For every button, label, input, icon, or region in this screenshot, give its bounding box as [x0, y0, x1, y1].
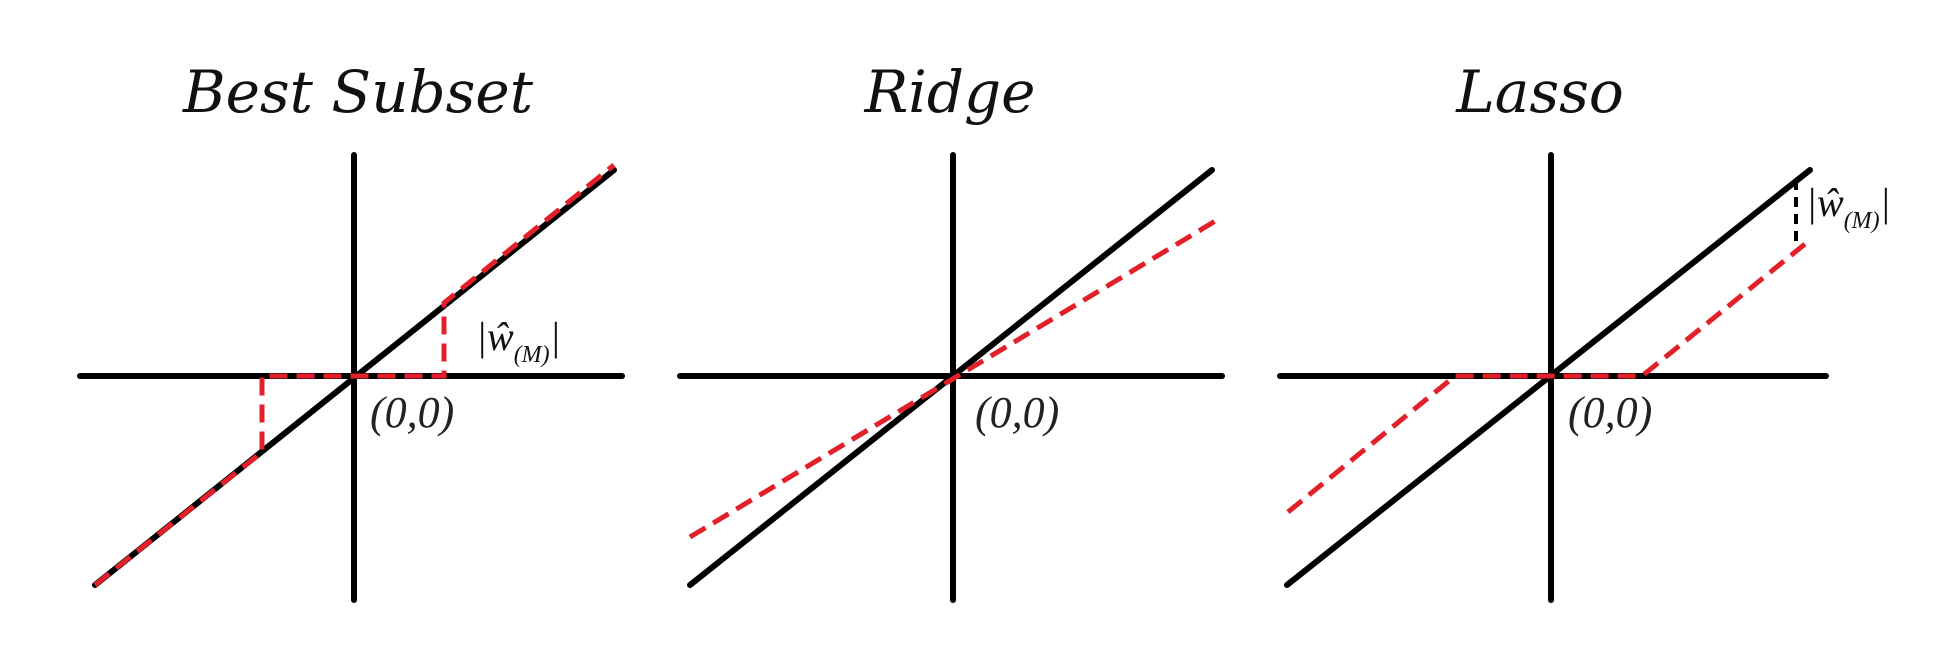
origin-label: (0,0): [1568, 388, 1652, 437]
ridge-shrinkage-estimator-line: [688, 217, 1219, 540]
threshold-label-close: |: [550, 314, 561, 359]
panel-title-lasso: Lasso: [1455, 58, 1624, 126]
threshold-label: |ŵ(M)|: [1806, 180, 1891, 234]
hard-threshold-estimator-line: [93, 163, 616, 587]
panel-best-subset: Best Subset (0,0) |ŵ(M)|: [77, 58, 625, 603]
threshold-label-subscript: (M): [514, 342, 550, 368]
threshold-label-base: |ŵ: [476, 314, 514, 359]
panel-ridge: Ridge (0,0): [677, 58, 1225, 603]
panel-lasso: Lasso (0,0) |ŵ(M)|: [1277, 58, 1891, 603]
threshold-label: |ŵ(M)|: [476, 314, 561, 368]
threshold-label-subscript: (M): [1844, 208, 1880, 234]
origin-label: (0,0): [370, 388, 454, 437]
threshold-label-close: |: [1880, 180, 1891, 225]
panel-title-best-subset: Best Subset: [182, 58, 534, 126]
soft-threshold-estimator-line: [1286, 238, 1812, 514]
origin-label: (0,0): [975, 388, 1059, 437]
threshold-label-base: |ŵ: [1806, 180, 1844, 225]
panel-title-ridge: Ridge: [864, 58, 1036, 126]
